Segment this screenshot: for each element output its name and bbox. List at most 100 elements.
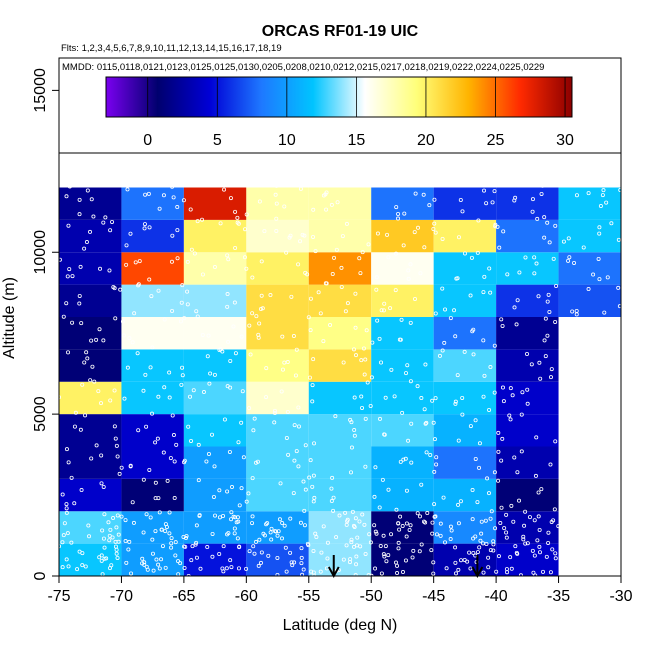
sample-point [84,350,89,355]
sample-point [515,470,520,475]
sample-point [344,221,349,226]
sample-point [244,499,249,504]
sample-point [400,154,405,159]
sample-point [473,418,478,423]
heatmap-cell [183,381,247,415]
sample-point [455,276,460,281]
sample-point [292,423,297,428]
sample-point [487,266,492,271]
sample-point [113,316,118,321]
sample-point [379,308,384,313]
sample-point [454,571,459,576]
sample-point [400,410,405,415]
sample-point [138,164,143,169]
sample-point [284,569,289,574]
sample-point [537,527,542,532]
sample-point [258,560,263,565]
sample-point [62,521,67,526]
sample-point [60,565,65,570]
sample-point [102,545,107,550]
sample-point [411,548,416,553]
sample-point [471,352,476,357]
sample-point [505,272,510,277]
chart-title: ORCAS RF01-19 UIC [262,23,419,40]
sample-point [143,372,148,377]
sample-point [479,519,484,524]
colorbar-tick-label: 25 [487,132,505,149]
sample-point [108,527,113,532]
sample-point [282,204,287,209]
sample-point [194,555,199,560]
sample-point [88,229,93,234]
sample-point [481,338,486,343]
heatmap-cell [371,349,434,382]
sample-point [343,510,348,515]
heatmap-cell [433,414,497,447]
sample-point [251,544,256,549]
sample-point [117,471,122,476]
sample-point [236,440,241,445]
sample-point [162,385,167,390]
sample-point [182,316,187,321]
sample-point [530,197,535,202]
sample-point [453,545,458,550]
sample-point [296,262,301,267]
sample-point [609,221,614,226]
sample-point [303,270,308,275]
sample-point [251,428,256,433]
sample-point [542,338,547,343]
sample-point [494,569,499,574]
sample-point [298,520,303,525]
sample-point [250,514,255,519]
sample-point [170,233,175,238]
sample-point [404,521,409,526]
sample-point [485,476,490,481]
sample-point [79,488,84,493]
sample-point [525,541,530,546]
sample-point [337,513,342,518]
sample-point [70,274,75,279]
sample-point [430,531,435,536]
sample-point [537,544,542,549]
sample-point [352,524,357,529]
sample-point [167,510,172,515]
sample-point [226,339,231,344]
sample-point [351,544,356,549]
sample-point [302,233,307,238]
sample-point [176,559,181,564]
sample-point [150,537,155,542]
heatmap-cell [121,187,184,220]
sample-point [110,219,115,224]
heatmap-cell [246,414,309,447]
heatmap-cell [496,414,559,447]
sample-point [137,259,142,264]
sample-point [178,561,183,566]
sample-point [492,390,497,395]
sample-point [60,540,65,545]
sample-point [274,201,279,206]
sample-point [234,520,239,525]
sample-point [543,354,548,359]
sample-point [132,311,137,316]
sample-point [396,540,401,545]
sample-point [500,436,505,441]
sample-point [285,409,290,414]
sample-point [460,412,465,417]
sample-point [368,540,373,545]
sample-point [85,188,90,193]
sample-point [453,560,458,565]
sample-point [401,457,406,462]
sample-point [72,424,77,429]
sample-point [123,539,128,544]
sample-point [546,530,551,535]
sample-point [262,229,267,234]
sample-point [226,257,231,262]
sample-point [468,424,473,429]
sample-point [210,531,215,536]
sample-point [423,421,428,426]
sample-point [354,562,359,567]
sample-point [318,311,323,316]
heatmap-cell [433,511,497,544]
sample-point [492,189,497,194]
